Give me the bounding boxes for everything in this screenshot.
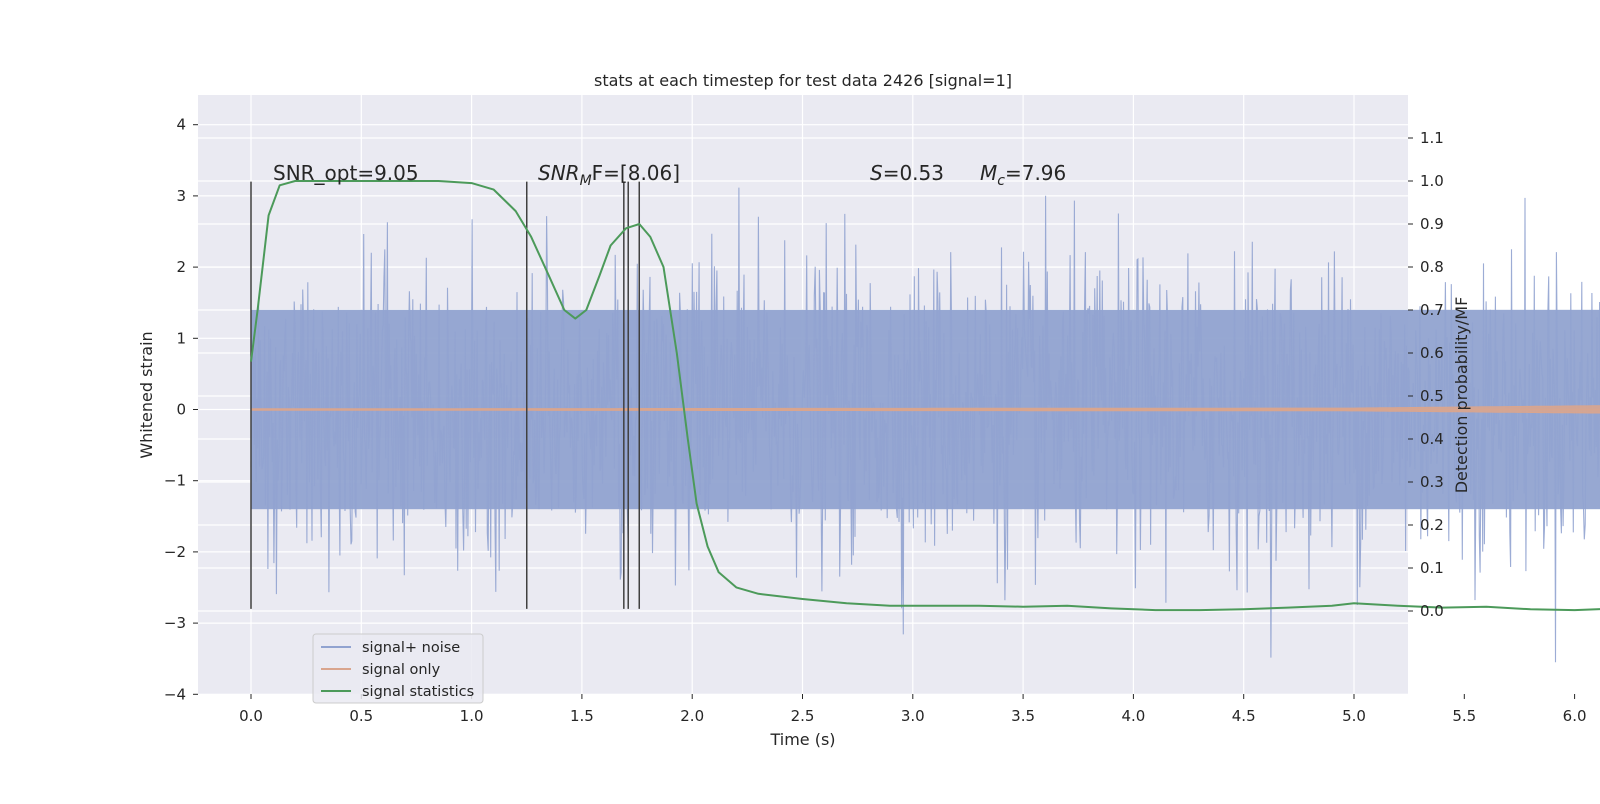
x-tick-label: 0.5 — [349, 707, 373, 725]
legend: signal+ noise signal only signal statist… — [312, 633, 484, 704]
signal-statistics-line — [250, 180, 1600, 612]
right-y-axis-ticks: 1.1 1.0 0.9 0.8 0.7 0.6 0.5 0.4 0.3 0.2 0.1 0.0 — [1408, 129, 1444, 620]
y-left-tick-label: −2 — [164, 543, 186, 561]
y-right-tick-label: 0.5 — [1420, 387, 1444, 405]
y-right-tick-label: 0.8 — [1420, 258, 1444, 276]
y-right-tick-label: 0.0 — [1420, 602, 1444, 620]
x-tick-label: 2.5 — [791, 707, 815, 725]
signal-noise-line — [250, 187, 1600, 663]
mc-main: M — [980, 161, 997, 185]
x-axis-ticks: 0.00.51.01.52.02.53.03.54.04.55.05.56.06… — [239, 694, 1587, 725]
y-right-tick-label: 0.7 — [1420, 301, 1444, 319]
snr-mf-sub: M — [580, 173, 592, 189]
x-tick-label: 4.5 — [1232, 707, 1256, 725]
signal-only-series — [250, 405, 1600, 414]
left-y-axis-ticks: 4 3 2 1 0 −1 −2 −3 −4 — [164, 116, 198, 703]
s-rest: =0.53 — [883, 161, 944, 185]
y-right-tick-label: 0.2 — [1420, 516, 1444, 534]
x-tick-label: 1.5 — [570, 707, 594, 725]
legend-label-signal-statistics: signal statistics — [362, 684, 474, 700]
y-left-tick-label: 2 — [176, 258, 186, 276]
left-y-axis-label: Whitened strain — [137, 331, 156, 458]
x-tick-label: 3.0 — [901, 707, 925, 725]
mc-rest: =7.96 — [1005, 161, 1066, 185]
snr-opt-annotation: SNR_opt=9.05 — [273, 161, 419, 185]
x-axis-label: Time (s) — [769, 730, 835, 749]
detection-markers — [250, 181, 641, 609]
y-right-tick-label: 0.4 — [1420, 430, 1444, 448]
snr-mf-main: SNR — [538, 161, 580, 185]
legend-box — [312, 633, 484, 704]
y-left-tick-label: −1 — [164, 472, 186, 490]
y-left-tick-label: −3 — [164, 614, 186, 632]
mc-annotation: Mc=7.96 — [980, 161, 1066, 189]
x-tick-label: 1.0 — [460, 707, 484, 725]
s-annotation: S=0.53 — [870, 161, 944, 185]
y-left-tick-label: 1 — [176, 329, 186, 347]
y-right-tick-label: 1.1 — [1420, 129, 1444, 147]
snr-mf-annotation: SNRMF=[8.06] — [538, 161, 680, 189]
legend-label-signal-only: signal only — [362, 662, 441, 678]
chart-title: stats at each timestep for test data 242… — [594, 71, 1012, 90]
y-left-tick-label: 0 — [176, 401, 186, 419]
x-tick-label: 4.0 — [1121, 707, 1145, 725]
legend-label-signal-noise: signal+ noise — [362, 640, 460, 656]
x-tick-label: 0.0 — [239, 707, 263, 725]
x-tick-label: 2.0 — [680, 707, 704, 725]
y-right-tick-label: 0.1 — [1420, 559, 1444, 577]
signal-statistics-series — [250, 180, 1600, 612]
x-tick-label: 6.0 — [1563, 707, 1587, 725]
y-right-tick-label: 1.0 — [1420, 172, 1444, 190]
y-left-tick-label: 4 — [176, 116, 186, 134]
y-left-tick-label: 3 — [176, 187, 186, 205]
y-right-tick-label: 0.6 — [1420, 344, 1444, 362]
x-tick-label: 3.5 — [1011, 707, 1035, 725]
mc-sub: c — [997, 173, 1005, 189]
right-y-axis-label: Detection probability/MF — [1452, 297, 1471, 494]
x-tick-label: 5.0 — [1342, 707, 1366, 725]
y-right-tick-label: 0.9 — [1420, 215, 1444, 233]
y-left-tick-label: −4 — [164, 685, 186, 703]
x-tick-label: 5.5 — [1452, 707, 1476, 725]
s-main: S — [870, 161, 883, 185]
y-right-tick-label: 0.3 — [1420, 473, 1444, 491]
snr-mf-rest: F=[8.06] — [592, 161, 680, 185]
